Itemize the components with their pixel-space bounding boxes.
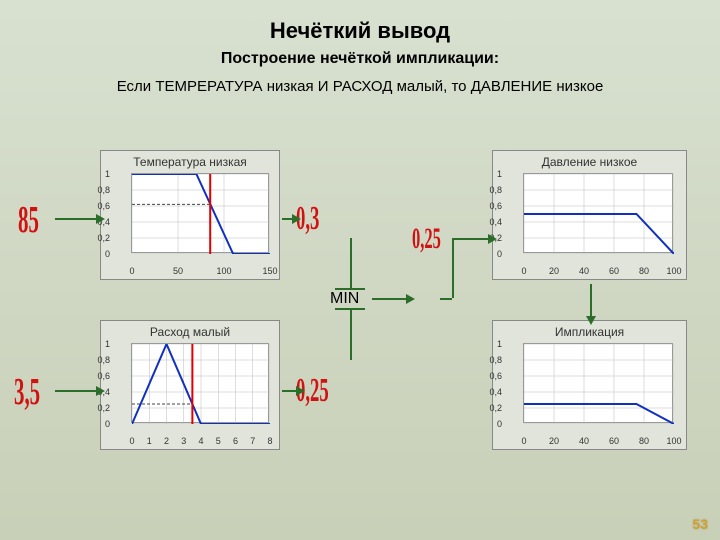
annotation-85: 85 <box>18 198 39 242</box>
chart-plot-area: 00,20,40,60,81050100150 <box>131 173 269 253</box>
page-title: Нечёткий вывод <box>0 0 720 44</box>
min-label: MIN <box>330 290 359 308</box>
chart-panel-pressure: Давление низкое00,20,40,60,8102040608010… <box>492 150 687 280</box>
chart-plot-area: 00,20,40,60,81020406080100 <box>523 343 673 423</box>
rule-text: Если ТЕМРЕРАТУРА низкая И РАСХОД малый, … <box>0 78 720 95</box>
chart-plot-area: 00,20,40,60,81020406080100 <box>523 173 673 253</box>
chart-title: Расход малый <box>101 321 279 341</box>
chart-title: Давление низкое <box>493 151 686 171</box>
chart-panel-flow: Расход малый00,20,40,60,81012345678 <box>100 320 280 450</box>
chart-panel-implication: Импликация00,20,40,60,81020406080100 <box>492 320 687 450</box>
chart-panel-temperature: Температура низкая00,20,40,60,8105010015… <box>100 150 280 280</box>
chart-title: Температура низкая <box>101 151 279 171</box>
annotation-right-0-25: 0,25 <box>412 222 441 256</box>
page-number: 53 <box>692 516 708 532</box>
annotation-3-5: 3,5 <box>14 370 40 414</box>
chart-plot-area: 00,20,40,60,81012345678 <box>131 343 269 423</box>
page-subtitle: Построение нечёткой импликации: <box>0 50 720 68</box>
